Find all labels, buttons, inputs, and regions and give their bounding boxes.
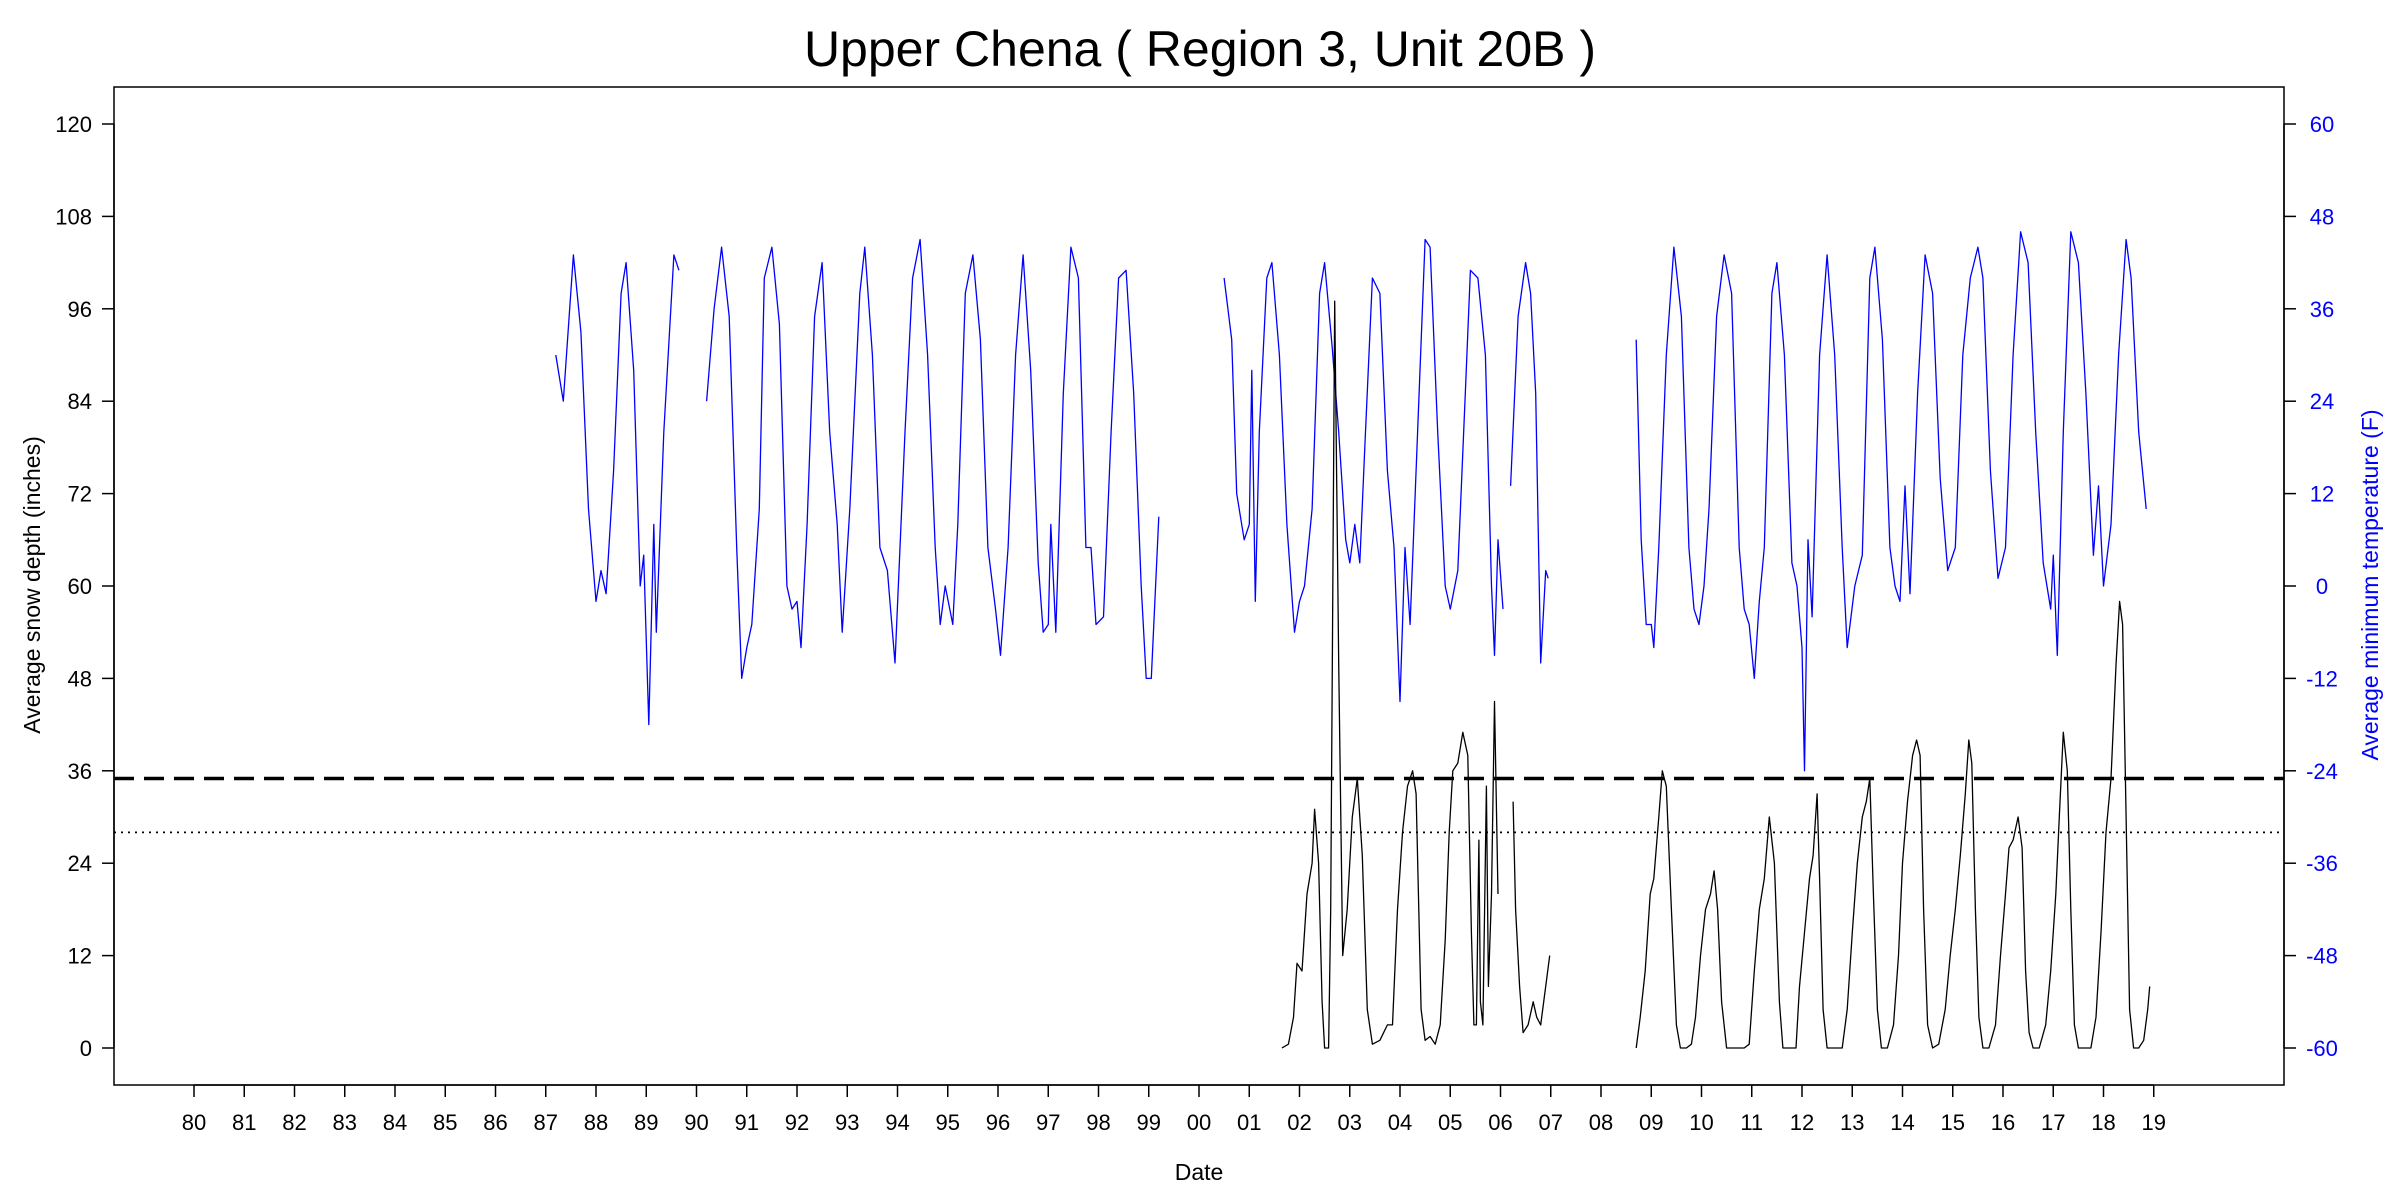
right-tick-label: -60 bbox=[2306, 1036, 2338, 1061]
x-tick-label: 80 bbox=[182, 1110, 206, 1135]
x-tick-label: 18 bbox=[2091, 1110, 2115, 1135]
right-tick-label: 0 bbox=[2316, 574, 2328, 599]
x-tick-label: 81 bbox=[232, 1110, 256, 1135]
left-tick-label: 24 bbox=[68, 851, 92, 876]
right-tick-label: 60 bbox=[2310, 112, 2334, 137]
left-tick-label: 84 bbox=[68, 389, 92, 414]
x-tick-label: 12 bbox=[1790, 1110, 1814, 1135]
x-tick-label: 93 bbox=[835, 1110, 859, 1135]
temperature-line bbox=[1635, 231, 2147, 772]
x-tick-label: 89 bbox=[634, 1110, 658, 1135]
temperature-line bbox=[705, 238, 1160, 680]
x-tick-label: 13 bbox=[1840, 1110, 1864, 1135]
x-tick-label: 01 bbox=[1237, 1110, 1261, 1135]
x-axis-label: Date bbox=[1175, 1159, 1224, 1185]
x-tick-label: 98 bbox=[1086, 1110, 1110, 1135]
x-tick-label: 95 bbox=[936, 1110, 960, 1135]
x-tick-label: 11 bbox=[1740, 1110, 1763, 1135]
x-tick-label: 84 bbox=[383, 1110, 407, 1135]
temperature-line bbox=[555, 254, 680, 726]
x-tick-label: 99 bbox=[1137, 1110, 1161, 1135]
snow-depth-line bbox=[1281, 300, 1499, 1049]
right-tick-label: 48 bbox=[2310, 204, 2334, 229]
x-tick-label: 19 bbox=[2142, 1110, 2166, 1135]
x-tick-label: 92 bbox=[785, 1110, 809, 1135]
left-tick-label: 48 bbox=[68, 666, 92, 691]
left-tick-label: 108 bbox=[55, 204, 92, 229]
chart-title: Upper Chena ( Region 3, Unit 20B ) bbox=[804, 21, 1596, 77]
x-tick-label: 08 bbox=[1589, 1110, 1613, 1135]
left-tick-label: 12 bbox=[68, 944, 92, 969]
x-tick-label: 96 bbox=[986, 1110, 1010, 1135]
right-tick-label: -36 bbox=[2306, 851, 2338, 876]
right-tick-label: -12 bbox=[2306, 666, 2338, 691]
left-y-axis: 0 12 24 36 48 60 72 84 96 108 120 bbox=[55, 112, 115, 1061]
snow-depth-line bbox=[1635, 600, 2151, 1049]
x-tick-label: 02 bbox=[1287, 1110, 1311, 1135]
left-axis-label: Average snow depth (inches) bbox=[19, 436, 45, 733]
left-tick-label: 60 bbox=[68, 574, 92, 599]
x-tick-label: 91 bbox=[735, 1110, 759, 1135]
right-tick-label: -24 bbox=[2306, 759, 2338, 784]
snow-depth-series bbox=[1281, 300, 2151, 1049]
x-tick-label: 83 bbox=[333, 1110, 357, 1135]
left-tick-label: 72 bbox=[68, 482, 92, 507]
plot-frame bbox=[113, 86, 2285, 1086]
x-tick-label: 90 bbox=[684, 1110, 708, 1135]
x-tick-label: 94 bbox=[885, 1110, 909, 1135]
right-y-axis: -60 -48 -36 -24 -12 0 12 24 36 48 60 bbox=[2283, 112, 2338, 1061]
x-tick-label: 14 bbox=[1890, 1110, 1914, 1135]
x-tick-label: 87 bbox=[534, 1110, 558, 1135]
x-tick-label: 97 bbox=[1036, 1110, 1060, 1135]
left-tick-label: 0 bbox=[80, 1036, 92, 1061]
x-tick-label: 82 bbox=[282, 1110, 306, 1135]
right-tick-label: 12 bbox=[2310, 482, 2334, 507]
x-tick-label: 15 bbox=[1941, 1110, 1965, 1135]
reference-lines bbox=[114, 776, 2284, 834]
x-tick-label: 16 bbox=[1991, 1110, 2015, 1135]
x-tick-label: 17 bbox=[2041, 1110, 2065, 1135]
temperature-series bbox=[555, 231, 2147, 772]
x-tick-label: 06 bbox=[1488, 1110, 1512, 1135]
x-tick-label: 03 bbox=[1338, 1110, 1362, 1135]
right-tick-label: 24 bbox=[2310, 389, 2334, 414]
snow-depth-line bbox=[1512, 801, 1551, 1034]
x-axis: 80 81 82 83 84 85 86 87 88 89 90 91 92 93 94 95 96 97 98 99… bbox=[182, 1084, 2166, 1135]
left-tick-label: 96 bbox=[68, 297, 92, 322]
x-tick-label: 05 bbox=[1438, 1110, 1462, 1135]
x-tick-label: 09 bbox=[1639, 1110, 1663, 1135]
x-tick-label: 85 bbox=[433, 1110, 457, 1135]
left-tick-label: 36 bbox=[68, 759, 92, 784]
x-tick-label: 88 bbox=[584, 1110, 608, 1135]
x-tick-label: 07 bbox=[1539, 1110, 1563, 1135]
right-axis-label: Average minimum temperature (F) bbox=[2357, 409, 2383, 760]
temperature-line bbox=[1223, 238, 1504, 703]
right-tick-label: 36 bbox=[2310, 297, 2334, 322]
x-tick-label: 04 bbox=[1388, 1110, 1412, 1135]
x-tick-label: 00 bbox=[1187, 1110, 1211, 1135]
temperature-line bbox=[1509, 261, 1549, 664]
x-tick-label: 86 bbox=[483, 1110, 507, 1135]
x-tick-label: 10 bbox=[1689, 1110, 1713, 1135]
right-tick-label: -48 bbox=[2306, 944, 2338, 969]
left-tick-label: 120 bbox=[55, 112, 92, 137]
